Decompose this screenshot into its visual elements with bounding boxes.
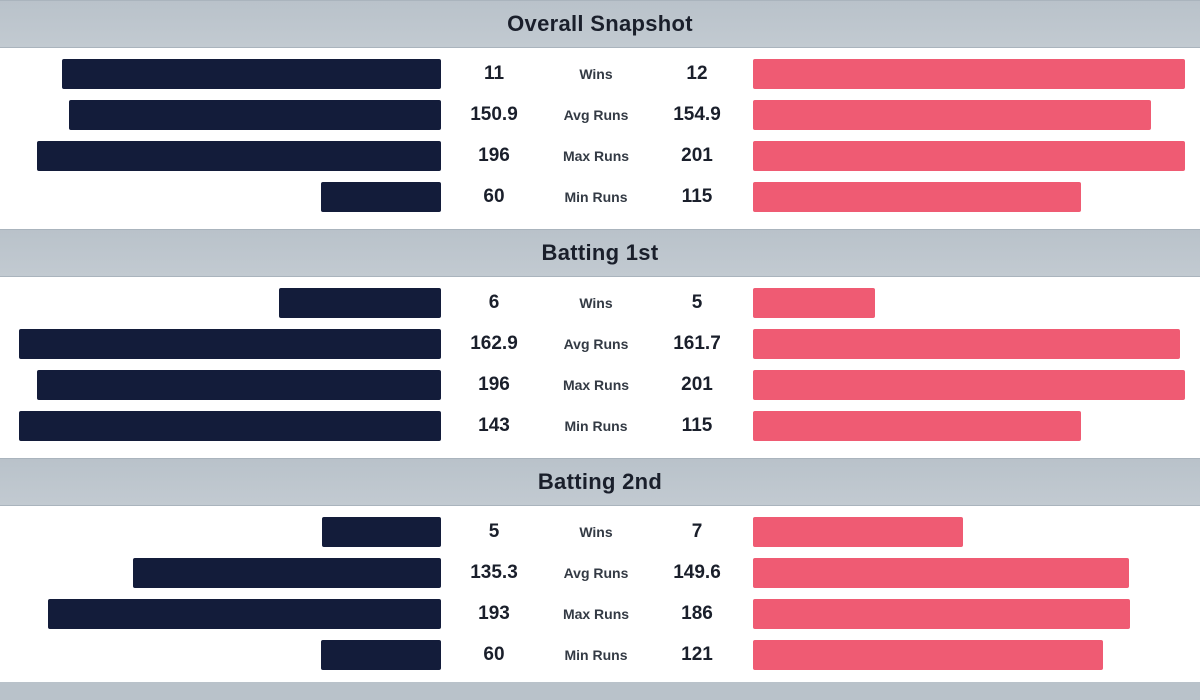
right-value-label: 186 xyxy=(681,603,713,624)
metric-label: Max Runs xyxy=(562,377,630,393)
right-bar xyxy=(753,517,963,547)
left-value-label: 60 xyxy=(483,644,505,665)
right-value-label: 201 xyxy=(681,145,713,166)
right-value-label: 115 xyxy=(681,415,713,436)
right-value-label: 12 xyxy=(686,63,708,84)
right-bar xyxy=(753,59,1185,89)
right-value-label: 161.7 xyxy=(673,333,721,354)
left-value-label: 196 xyxy=(478,145,510,166)
left-value-label: 5 xyxy=(488,521,500,542)
footer-band xyxy=(0,682,1200,700)
right-bar xyxy=(753,640,1103,670)
left-value-label: 143 xyxy=(478,415,510,436)
right-bar xyxy=(753,558,1129,588)
section-header: Overall Snapshot xyxy=(0,0,1200,48)
metric-label: Min Runs xyxy=(564,418,628,434)
left-value-label: 196 xyxy=(478,374,510,395)
right-bar xyxy=(753,141,1185,171)
metric-label: Wins xyxy=(579,524,613,540)
left-value-label: 6 xyxy=(488,292,500,313)
right-bar xyxy=(753,288,875,318)
right-value-label: 115 xyxy=(681,186,713,207)
metric-label: Min Runs xyxy=(564,189,628,205)
metric-label: Max Runs xyxy=(562,148,630,164)
right-value-label: 121 xyxy=(681,644,713,665)
metric-label: Wins xyxy=(579,295,613,311)
left-bar xyxy=(321,182,441,212)
metric-label: Avg Runs xyxy=(563,107,629,123)
left-bar xyxy=(19,411,441,441)
left-bar xyxy=(133,558,441,588)
right-bar xyxy=(753,599,1130,629)
left-value-label: 150.9 xyxy=(470,104,518,125)
left-value-label: 193 xyxy=(478,603,510,624)
right-value-label: 154.9 xyxy=(673,104,721,125)
right-bar xyxy=(753,329,1180,359)
right-bar xyxy=(753,411,1081,441)
right-bar xyxy=(753,100,1151,130)
section-header: Batting 2nd xyxy=(0,458,1200,506)
left-value-label: 135.3 xyxy=(470,562,518,583)
metric-label: Wins xyxy=(579,66,613,82)
metric-label: Avg Runs xyxy=(563,565,629,581)
left-bar xyxy=(321,640,441,670)
left-bar xyxy=(69,100,441,130)
left-bar xyxy=(48,599,441,629)
right-value-label: 5 xyxy=(691,292,703,313)
left-bar xyxy=(19,329,441,359)
left-value-label: 11 xyxy=(483,63,505,84)
left-value-label: 60 xyxy=(483,186,505,207)
right-bar xyxy=(753,182,1081,212)
metric-label: Avg Runs xyxy=(563,336,629,352)
left-value-label: 162.9 xyxy=(470,333,518,354)
right-bar xyxy=(753,370,1185,400)
left-bar xyxy=(322,517,441,547)
section-header: Batting 1st xyxy=(0,229,1200,277)
left-bar xyxy=(279,288,441,318)
right-value-label: 149.6 xyxy=(673,562,721,583)
left-bar xyxy=(37,141,441,171)
metric-label: Min Runs xyxy=(564,647,628,663)
right-value-label: 7 xyxy=(691,521,703,542)
left-bar xyxy=(37,370,441,400)
right-value-label: 201 xyxy=(681,374,713,395)
metric-label: Max Runs xyxy=(562,606,630,622)
left-bar xyxy=(62,59,441,89)
